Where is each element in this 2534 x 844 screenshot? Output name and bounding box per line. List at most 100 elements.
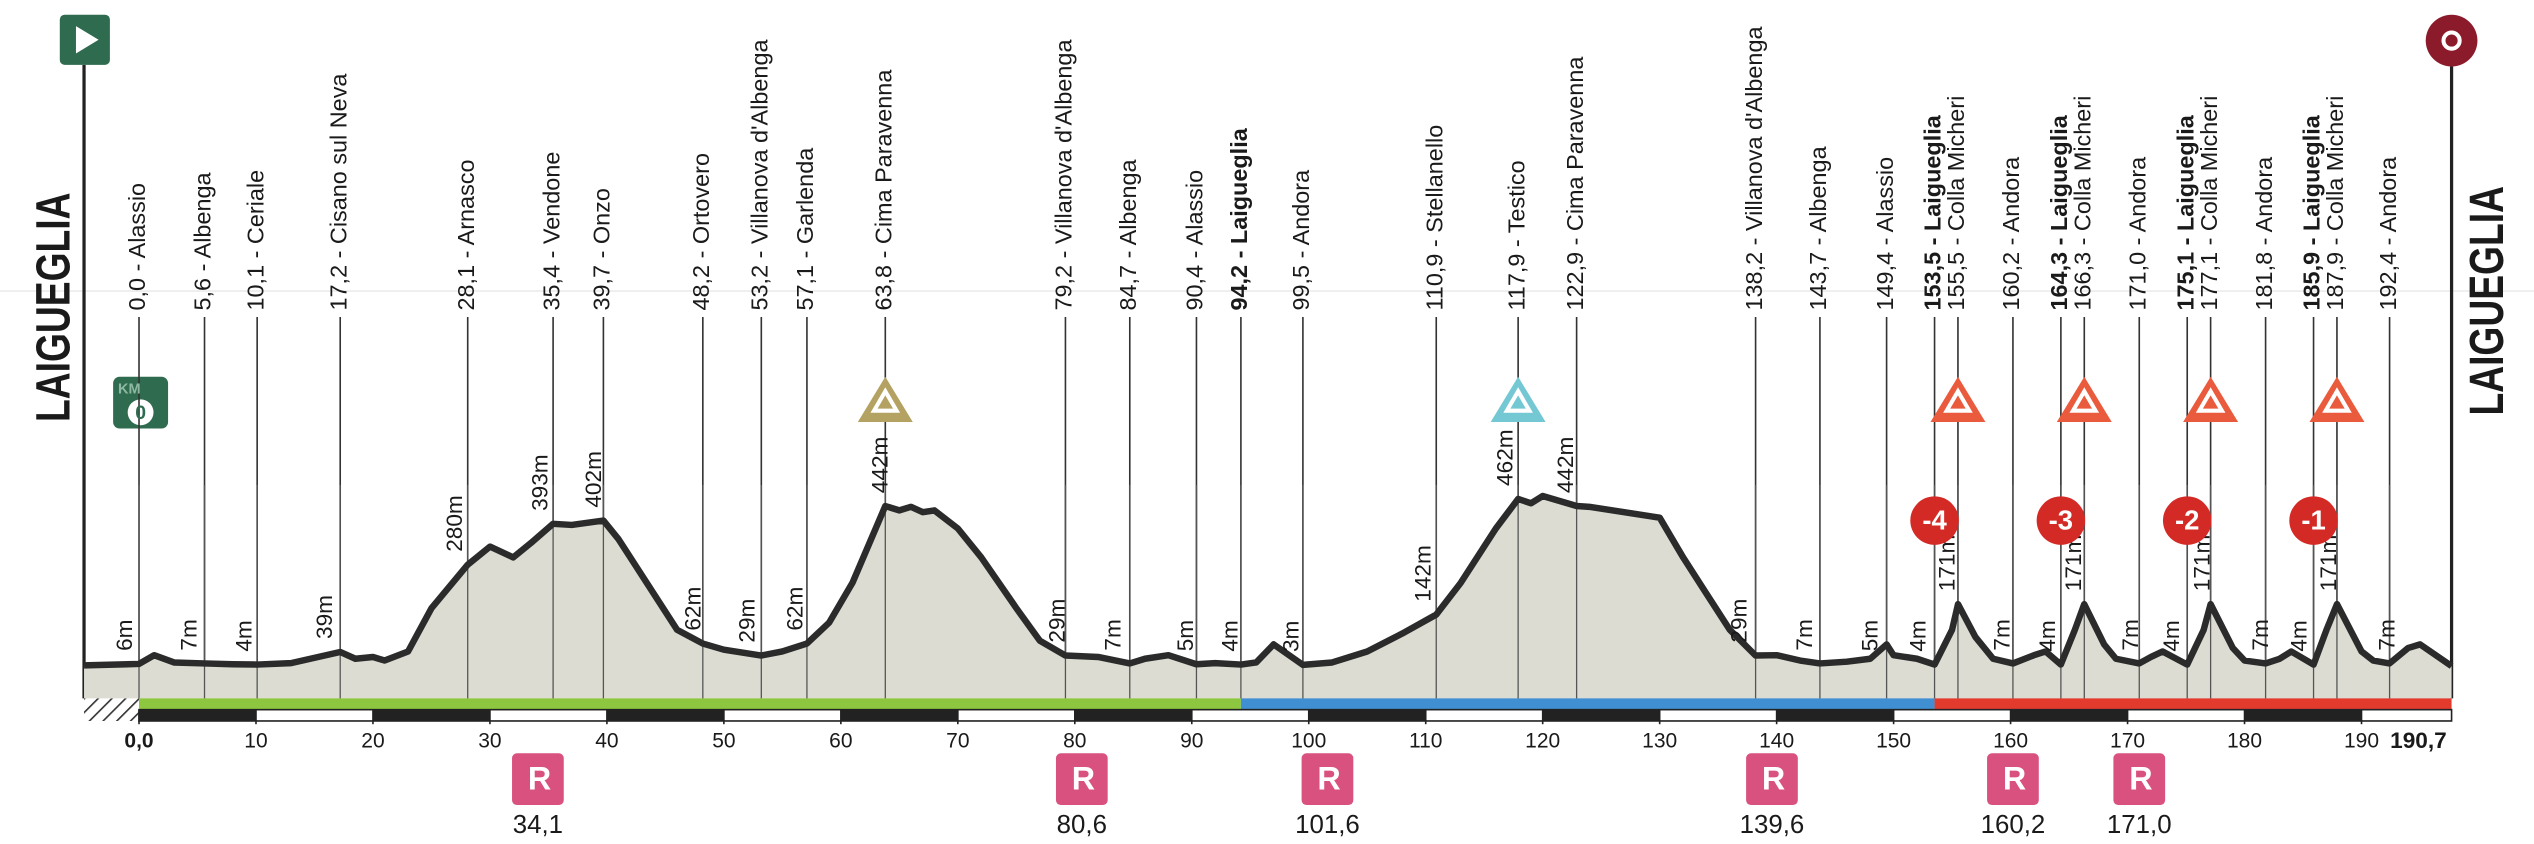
- x-tick-label: 0,0: [124, 730, 153, 753]
- elevation-label: 3m: [1278, 621, 1303, 652]
- climb-icon: [2309, 376, 2365, 422]
- waypoint-label: 94,2 - Laigueglia: [1226, 127, 1252, 310]
- elevation-label: 142m: [1411, 545, 1436, 602]
- x-tick-label: 160: [1993, 730, 2028, 753]
- sprint-km-label: 101,6: [1295, 811, 1360, 839]
- sprint-icon-text: R: [1317, 760, 1340, 796]
- km-strip-outline: [138, 708, 2453, 722]
- waypoint-label: 99,5 - Andora: [1288, 169, 1314, 311]
- x-tick-label: 110: [1409, 730, 1442, 753]
- waypoint-label: 153,5 - Laigueglia: [1920, 114, 1946, 310]
- climb-icon-inner: [1943, 387, 1973, 413]
- climb-icon: [2056, 376, 2112, 422]
- elevation-label: 6m: [112, 620, 137, 651]
- x-tick-label: 40: [595, 730, 618, 753]
- waypoint-label: 122,9 - Cima Paravenna: [1562, 56, 1588, 311]
- elevation-label: 462m: [1492, 429, 1517, 486]
- sprint-icon-text: R: [528, 760, 551, 796]
- km-zero-text: KM: [118, 382, 141, 398]
- elevation-label: 402m: [581, 451, 606, 508]
- countdown-label: -1: [2301, 504, 2325, 535]
- climb-icon-inner: [2195, 387, 2226, 413]
- sprint-km-label: 139,6: [1740, 811, 1805, 839]
- elevation-label: 7m: [176, 619, 201, 650]
- waypoint-label: 181,8 - Andora: [2251, 156, 2277, 311]
- elevation-label: 29m: [734, 599, 759, 643]
- waypoint-label: 90,4 - Alassio: [1182, 170, 1208, 311]
- waypoint-label: 138,2 - Villanova d'Albenga: [1741, 26, 1767, 311]
- waypoint-label: 187,9 - Colla Micheri: [2322, 96, 2348, 311]
- x-tick-label: 120: [1525, 730, 1560, 753]
- start-label: LAIGUEGLIA: [26, 193, 80, 422]
- countdown-badge: [2289, 496, 2338, 545]
- elevation-label: 393m: [527, 454, 552, 511]
- climb-icon: [1490, 376, 1546, 422]
- waypoint-label: 79,2 - Villanova d'Albenga: [1051, 39, 1077, 311]
- x-tick-label: 60: [829, 730, 852, 753]
- elevation-label: 4m: [2159, 620, 2184, 651]
- elevation-label: 280m: [442, 495, 467, 552]
- waypoint-label: 28,1 - Arnasco: [453, 159, 479, 310]
- sprint-icon-text: R: [2003, 760, 2026, 796]
- section-bar: [1934, 698, 2452, 710]
- waypoint-label: 171,0 - Andora: [2124, 156, 2150, 311]
- x-tick-label: 150: [1876, 730, 1911, 753]
- km-strip: [372, 709, 490, 721]
- elevation-label: 7m: [2118, 619, 2143, 650]
- elevation-label: 171m: [2316, 535, 2341, 592]
- km-zero-value: 0: [135, 402, 146, 424]
- elevation-label: 4m: [231, 620, 256, 651]
- climb-icon: [857, 376, 913, 422]
- waypoint-label: 185,9 - Laigueglia: [2299, 114, 2325, 310]
- elevation-label: 39m: [312, 595, 337, 639]
- x-tick-label: 170: [2110, 730, 2145, 753]
- waypoint-label: 192,4 - Andora: [2375, 156, 2401, 311]
- waypoint-label: 149,4 - Alassio: [1872, 157, 1898, 311]
- waypoint-label: 53,2 - Villanova d'Albenga: [747, 39, 773, 311]
- sprint-km-label: 34,1: [513, 811, 563, 839]
- waypoint-label: 5,6 - Albenga: [190, 171, 216, 310]
- elevation-label: 29m: [1044, 599, 1069, 643]
- x-tick-label: 30: [478, 730, 501, 753]
- x-tick-label: 90: [1180, 730, 1203, 753]
- waypoint-label: 48,2 - Ortovero: [688, 153, 714, 311]
- countdown-label: -4: [1922, 504, 1947, 535]
- waypoint-label: 175,1 - Laigueglia: [2172, 114, 2198, 310]
- x-tick-label: 130: [1642, 730, 1677, 753]
- sprint-km-label: 171,0: [2107, 811, 2172, 839]
- finish-distance: 190,7: [2390, 728, 2447, 753]
- x-tick-label: 20: [361, 730, 384, 753]
- finish-flag: [2425, 14, 2478, 67]
- countdown-label: -3: [2049, 504, 2073, 535]
- climb-icon-inner: [870, 387, 901, 413]
- profile-line: [83, 492, 2454, 669]
- pre-start-hatch: [84, 698, 139, 721]
- waypoint-label: 0,0 - Alassio: [124, 183, 150, 311]
- waypoint-label: 84,7 - Albenga: [1115, 158, 1141, 310]
- sprint-icon: [1987, 753, 2039, 806]
- waypoint-label: 143,7 - Albenga: [1805, 145, 1831, 310]
- x-tick-label: 70: [946, 730, 969, 753]
- x-tick-label: 80: [1063, 730, 1086, 753]
- km-strip: [606, 709, 724, 721]
- km-strip: [1542, 709, 1660, 721]
- waypoint-label: 63,8 - Cima Paravenna: [870, 69, 896, 311]
- sprint-icon-text: R: [1762, 760, 1785, 796]
- start-flag-icon: [75, 26, 99, 54]
- waypoint-label: 39,7 - Onzo: [589, 188, 615, 310]
- sprint-icon: [1055, 753, 1108, 806]
- climb-icon-inner: [2069, 387, 2100, 413]
- km-strip: [1308, 709, 1426, 721]
- layout: [0, 14, 2534, 721]
- km-strip: [139, 709, 256, 721]
- elevation-label: 7m: [1101, 619, 1126, 650]
- waypoint-label: 160,2 - Andora: [1998, 156, 2024, 311]
- sprint-icon: [2113, 753, 2166, 806]
- countdown-badge: [2036, 496, 2086, 545]
- countdown-label: -2: [2175, 504, 2199, 535]
- elevation-label: 62m: [782, 587, 807, 631]
- x-tick-label: 10: [244, 730, 267, 753]
- x-tick-label: 140: [1759, 730, 1794, 753]
- elevation-label: 5m: [1857, 620, 1882, 651]
